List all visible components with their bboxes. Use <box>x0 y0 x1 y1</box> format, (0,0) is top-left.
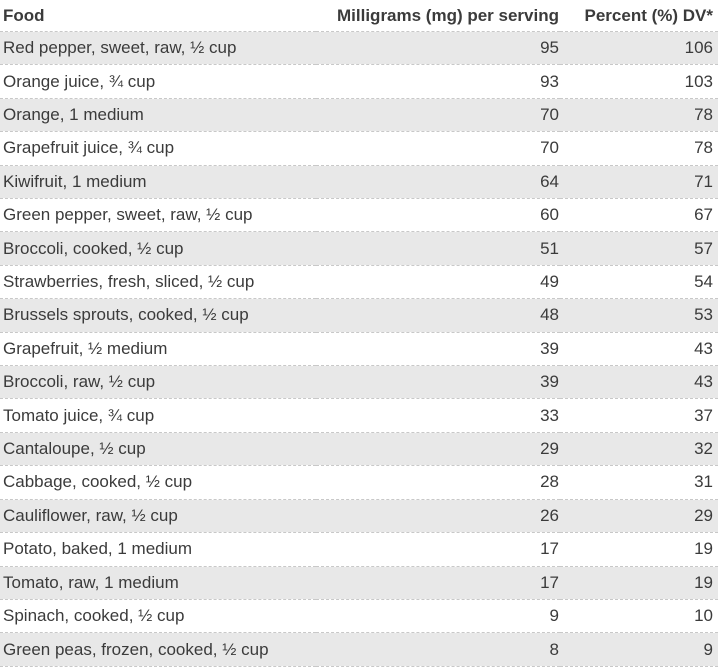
food-cell: Orange juice, ¾ cup <box>3 71 156 91</box>
milligrams-cell: 70 <box>540 138 559 158</box>
milligrams-cell: 9 <box>549 606 559 626</box>
milligrams-cell: 51 <box>540 238 559 258</box>
table-row: Brussels sprouts, cooked, ½ cup 48 53 <box>0 298 718 333</box>
food-cell: Cauliflower, raw, ½ cup <box>3 505 178 525</box>
milligrams-cell: 93 <box>540 71 559 91</box>
milligrams-cell: 95 <box>540 38 559 58</box>
percent-dv-cell: 106 <box>684 38 713 58</box>
table-row: Green peas, frozen, cooked, ½ cup 8 9 <box>0 632 718 667</box>
percent-dv-cell: 29 <box>694 505 713 525</box>
table-row: Green pepper, sweet, raw, ½ cup 60 67 <box>0 198 718 232</box>
percent-dv-cell: 32 <box>694 439 713 459</box>
table-row: Cabbage, cooked, ½ cup 28 31 <box>0 465 718 500</box>
milligrams-cell: 17 <box>540 539 559 559</box>
percent-dv-cell: 37 <box>694 405 713 425</box>
table-row: Grapefruit juice, ¾ cup 70 78 <box>0 131 718 166</box>
percent-dv-cell: 54 <box>694 272 713 292</box>
percent-dv-cell: 9 <box>703 639 713 659</box>
milligrams-cell: 64 <box>540 171 559 191</box>
food-cell: Green pepper, sweet, raw, ½ cup <box>3 205 253 225</box>
percent-dv-cell: 78 <box>694 105 713 125</box>
food-cell: Grapefruit juice, ¾ cup <box>3 138 175 158</box>
food-cell: Green peas, frozen, cooked, ½ cup <box>3 639 269 659</box>
food-cell: Tomato juice, ¾ cup <box>3 405 155 425</box>
percent-dv-cell: 19 <box>694 572 713 592</box>
milligrams-cell: 39 <box>540 338 559 358</box>
table-row: Potato, baked, 1 medium 17 19 <box>0 532 718 566</box>
food-cell: Strawberries, fresh, sliced, ½ cup <box>3 272 255 292</box>
milligrams-cell: 39 <box>540 372 559 392</box>
table-row: Tomato, raw, 1 medium 17 19 <box>0 566 718 600</box>
food-cell: Red pepper, sweet, raw, ½ cup <box>3 38 237 58</box>
food-cell: Tomato, raw, 1 medium <box>3 572 179 592</box>
percent-dv-cell: 67 <box>694 205 713 225</box>
table-row: Cantaloupe, ½ cup 29 32 <box>0 432 718 466</box>
column-header-percent-dv: Percent (%) DV* <box>584 5 713 25</box>
percent-dv-cell: 31 <box>694 472 713 492</box>
table-header-row: Food Milligrams (mg) per serving Percent… <box>0 0 718 32</box>
column-header-milligrams: Milligrams (mg) per serving <box>337 5 559 25</box>
table-row: Orange, 1 medium 70 78 <box>0 98 718 132</box>
percent-dv-cell: 53 <box>694 305 713 325</box>
table-row: Strawberries, fresh, sliced, ½ cup 49 54 <box>0 265 718 299</box>
percent-dv-cell: 10 <box>694 606 713 626</box>
milligrams-cell: 33 <box>540 405 559 425</box>
food-cell: Brussels sprouts, cooked, ½ cup <box>3 305 249 325</box>
percent-dv-cell: 57 <box>694 238 713 258</box>
food-cell: Potato, baked, 1 medium <box>3 539 193 559</box>
milligrams-cell: 29 <box>540 439 559 459</box>
food-cell: Cantaloupe, ½ cup <box>3 439 146 459</box>
table-body: Red pepper, sweet, raw, ½ cup 95 106 Orange… <box>0 31 718 667</box>
food-cell: Kiwifruit, 1 medium <box>3 171 147 191</box>
table-row: Spinach, cooked, ½ cup 9 10 <box>0 599 718 633</box>
table-row: Broccoli, cooked, ½ cup 51 57 <box>0 231 718 266</box>
percent-dv-cell: 43 <box>694 372 713 392</box>
table-row: Kiwifruit, 1 medium 64 71 <box>0 165 718 199</box>
food-cell: Broccoli, cooked, ½ cup <box>3 238 184 258</box>
table-row: Grapefruit, ½ medium 39 43 <box>0 332 718 366</box>
percent-dv-cell: 43 <box>694 338 713 358</box>
milligrams-cell: 28 <box>540 472 559 492</box>
milligrams-cell: 26 <box>540 505 559 525</box>
percent-dv-cell: 78 <box>694 138 713 158</box>
food-cell: Cabbage, cooked, ½ cup <box>3 472 193 492</box>
milligrams-cell: 60 <box>540 205 559 225</box>
food-cell: Grapefruit, ½ medium <box>3 338 168 358</box>
food-cell: Orange, 1 medium <box>3 105 144 125</box>
table-row: Broccoli, raw, ½ cup 39 43 <box>0 365 718 399</box>
table-row: Red pepper, sweet, raw, ½ cup 95 106 <box>0 31 718 65</box>
table-row: Tomato juice, ¾ cup 33 37 <box>0 398 718 433</box>
percent-dv-cell: 71 <box>694 171 713 191</box>
percent-dv-cell: 19 <box>694 539 713 559</box>
milligrams-cell: 49 <box>540 272 559 292</box>
milligrams-cell: 17 <box>540 572 559 592</box>
percent-dv-cell: 103 <box>684 71 713 91</box>
column-header-food: Food <box>3 5 45 25</box>
food-cell: Broccoli, raw, ½ cup <box>3 372 156 392</box>
table-row: Cauliflower, raw, ½ cup 26 29 <box>0 499 718 533</box>
milligrams-cell: 8 <box>549 639 559 659</box>
food-cell: Spinach, cooked, ½ cup <box>3 606 185 626</box>
table-row: Orange juice, ¾ cup 93 103 <box>0 64 718 99</box>
milligrams-cell: 70 <box>540 105 559 125</box>
milligrams-cell: 48 <box>540 305 559 325</box>
